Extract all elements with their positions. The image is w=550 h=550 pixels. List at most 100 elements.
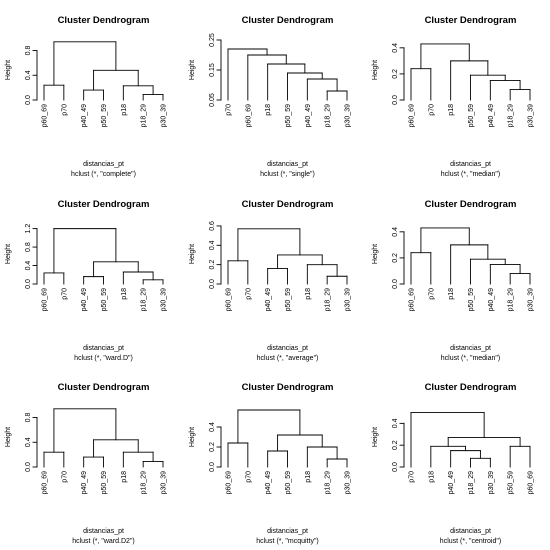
leaf-label: p18 [305,471,312,483]
chart-title: Cluster Dendrogram [58,15,150,26]
y-tick-label: 0.8 [25,46,32,56]
dendrogram-panel: Cluster Dendrogram 0.0 0.4 0.8 Height p60_69 p… [5,15,168,178]
y-axis-label: Height [5,427,12,447]
x-axis-label: distancias_pt [450,161,491,168]
dendrogram-panel: Cluster Dendrogram 0.0 0.2 0.4 Height p60_69 p… [372,15,535,178]
dendrogram-panel: Cluster Dendrogram 0.0 0.4 0.8 Height p60_69 p… [5,382,168,545]
leaf-label: p50_59 [285,471,292,494]
y-tick-label: 0.2 [392,253,399,263]
x-axis-label: distancias_pt [83,345,124,352]
dendrogram-panel: Cluster Dendrogram 0.0 0.2 0.4 0.6 Height p60_… [189,199,352,362]
dendrogram-panel: Cluster Dendrogram 0.05 0.15 0.25 Height p70 p… [189,15,352,178]
x-axis-label: distancias_pt [450,528,491,535]
y-tick-label: 0.0 [25,279,32,289]
leaf-label: p60_69 [409,288,416,311]
leaf-label: p30_39 [161,104,168,127]
dendrogram-panel: Cluster Dendrogram 0.0 0.4 0.8 1.2 Height p60_… [5,199,168,362]
leaf-label: p40_49 [81,104,88,127]
x-axis-label: distancias_pt [267,345,308,352]
method-caption: hclust (*, "mcquitty") [256,538,319,545]
y-tick-label: 0.4 [392,43,399,53]
leaf-label: p40_49 [265,471,272,494]
leaf-label: p40_49 [81,288,88,311]
y-tick-label: 0.05 [209,93,216,107]
x-axis-label: distancias_pt [83,528,124,535]
chart-title: Cluster Dendrogram [242,382,334,393]
leaf-label: p18 [121,104,128,116]
y-tick-label: 0.4 [209,422,216,432]
y-tick-label: 0.6 [209,221,216,231]
dendrogram-panel: Cluster Dendrogram 0.0 0.2 0.4 Height p60_69 p… [189,382,352,545]
y-axis-label: Height [189,60,196,80]
leaf-label: p18_29 [141,471,148,494]
leaf-label: p50_59 [285,104,292,127]
y-tick-label: 0.2 [209,442,216,452]
y-tick-label: 0.0 [25,462,32,472]
leaf-label: p40_49 [81,471,88,494]
leaf-label: p60_69 [409,104,416,127]
leaf-label: p30_39 [345,471,352,494]
leaf-label: p18 [305,288,312,300]
leaf-label: p40_49 [448,471,455,494]
leaf-label: p30_39 [161,471,168,494]
method-caption: hclust (*, "median") [441,171,500,178]
y-axis-label: Height [189,244,196,264]
leaf-label: p70 [61,471,68,483]
y-axis-label: Height [372,244,379,264]
chart-title: Cluster Dendrogram [425,15,517,26]
leaf-label: p70 [61,104,68,116]
leaf-label: p40_49 [488,104,495,127]
leaf-label: p30_39 [528,104,535,127]
leaf-label: p50_59 [468,104,475,127]
y-tick-label: 0.2 [209,260,216,270]
method-caption: hclust (*, "median") [441,355,500,362]
y-tick-label: 0.0 [392,95,399,105]
chart-title: Cluster Dendrogram [58,199,150,210]
y-tick-label: 0.2 [392,440,399,450]
y-axis-label: Height [5,60,12,80]
leaf-label: p70 [61,288,68,300]
leaf-label: p60_69 [42,471,49,494]
y-tick-label: 0.25 [209,33,216,47]
x-axis-label: distancias_pt [450,345,491,352]
leaf-label: p70 [245,288,252,300]
leaf-label: p70 [428,288,435,300]
dendrogram-panel: Cluster Dendrogram 0.0 0.2 0.4 Height p60_69 p… [372,199,535,362]
leaf-label: p70 [245,471,252,483]
leaf-label: p60_69 [528,471,535,494]
y-tick-label: 0.0 [392,462,399,472]
y-tick-label: 1.2 [25,224,32,234]
chart-title: Cluster Dendrogram [425,199,517,210]
y-tick-label: 0.4 [392,227,399,237]
leaf-label: p60_69 [226,288,233,311]
leaf-label: p40_49 [305,104,312,127]
y-tick-label: 0.8 [25,413,32,423]
leaf-label: p60_69 [42,288,49,311]
y-tick-label: 0.0 [209,462,216,472]
leaf-label: p18 [428,471,435,483]
x-axis-label: distancias_pt [83,161,124,168]
leaf-label: p30_39 [345,288,352,311]
leaf-label: p18 [121,288,128,300]
leaf-label: p18_29 [141,288,148,311]
leaf-label: p50_59 [468,288,475,311]
chart-title: Cluster Dendrogram [425,382,517,393]
leaf-label: p70 [428,104,435,116]
leaf-label: p60_69 [226,471,233,494]
y-tick-label: 0.0 [209,279,216,289]
leaf-label: p18_29 [508,288,515,311]
y-axis-label: Height [189,427,196,447]
y-tick-label: 0.4 [25,261,32,271]
leaf-label: p30_39 [161,288,168,311]
leaf-label: p50_59 [101,471,108,494]
leaf-label: p50_59 [285,288,292,311]
leaf-label: p30_39 [488,471,495,494]
chart-title: Cluster Dendrogram [242,199,334,210]
leaf-label: p18 [121,471,128,483]
y-tick-label: 0.4 [25,437,32,447]
leaf-label: p50_59 [508,471,515,494]
y-tick-label: 0.0 [392,279,399,289]
method-caption: hclust (*, "complete") [71,171,136,178]
y-tick-label: 0.8 [25,242,32,252]
